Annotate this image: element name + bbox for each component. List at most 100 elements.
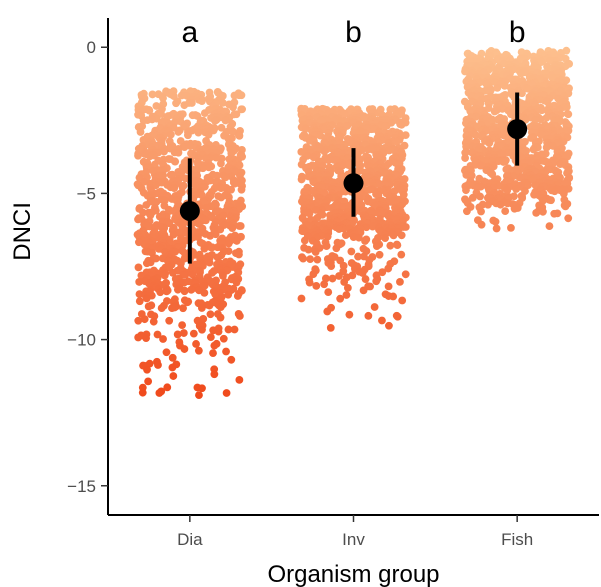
data-point [187, 285, 196, 294]
data-point [138, 388, 147, 397]
data-point [564, 214, 573, 223]
mean-point [179, 200, 200, 221]
data-point [168, 304, 176, 312]
data-point [510, 204, 519, 213]
data-point [368, 222, 377, 231]
data-point [305, 209, 314, 218]
data-point [398, 296, 407, 305]
data-point [219, 334, 228, 343]
data-point [392, 137, 401, 146]
data-point [198, 191, 207, 200]
data-point [237, 105, 246, 114]
data-point [206, 310, 215, 319]
data-point [399, 190, 408, 199]
data-point [230, 325, 239, 334]
data-point [381, 122, 390, 131]
data-point [200, 244, 209, 253]
data-point [476, 192, 484, 201]
data-point [188, 270, 197, 279]
data-point [375, 250, 384, 259]
data-point [154, 361, 162, 369]
data-point [160, 271, 169, 280]
data-point [162, 348, 171, 357]
data-point [134, 151, 142, 160]
data-point [137, 271, 146, 280]
data-point [347, 247, 356, 256]
data-point [378, 316, 386, 325]
data-point [210, 370, 219, 379]
data-point [202, 203, 211, 212]
y-tick-label: −10 [67, 331, 96, 350]
y-axis-ticks: 0 −5 −10 −15 [67, 38, 108, 496]
data-point [134, 215, 142, 224]
data-point [157, 304, 166, 313]
data-point [397, 120, 406, 129]
data-point [214, 327, 223, 336]
data-point [180, 143, 189, 152]
significance-letter: a [181, 16, 198, 49]
data-point [163, 383, 172, 392]
data-point [198, 164, 207, 173]
data-point [401, 270, 410, 279]
y-tick-label: 0 [87, 38, 96, 57]
data-point [232, 237, 241, 245]
data-point [232, 278, 241, 287]
data-point [461, 154, 470, 162]
data-point [221, 116, 230, 125]
data-point [134, 316, 143, 325]
data-point [529, 145, 538, 154]
data-point [389, 231, 398, 240]
data-point [468, 193, 477, 202]
data-point [155, 389, 164, 397]
data-point [393, 312, 402, 321]
x-tick-label: Dia [177, 530, 203, 549]
data-point [180, 345, 189, 353]
data-point [224, 325, 233, 334]
data-point [198, 97, 206, 106]
data-point [222, 347, 230, 356]
data-point [224, 290, 233, 299]
data-point [148, 90, 157, 99]
data-point [192, 340, 200, 348]
significance-letter: b [509, 16, 526, 49]
data-point [222, 389, 231, 397]
data-point [355, 233, 363, 242]
data-point [235, 312, 244, 320]
data-point [144, 302, 153, 311]
data-point [140, 315, 149, 324]
data-point [564, 110, 573, 119]
data-point [466, 107, 475, 116]
data-point [142, 334, 150, 343]
data-point [340, 110, 349, 118]
data-point [485, 139, 494, 148]
data-point [564, 126, 573, 135]
summary-layer [179, 92, 528, 264]
data-point [397, 250, 406, 259]
data-point [542, 113, 551, 122]
data-point [174, 148, 183, 157]
jitter-points-layer [133, 46, 574, 400]
data-point [477, 220, 486, 229]
data-point [217, 159, 225, 168]
data-point [342, 291, 351, 299]
data-point [517, 69, 525, 78]
data-point [142, 294, 151, 303]
data-point [370, 303, 379, 311]
data-point [180, 287, 189, 296]
data-point [559, 189, 568, 198]
data-point [208, 243, 217, 252]
data-point [341, 231, 350, 239]
data-point [550, 187, 559, 196]
data-point [167, 130, 175, 139]
data-point [165, 316, 174, 325]
data-point [492, 224, 501, 233]
data-point [213, 171, 221, 180]
data-point [372, 242, 381, 250]
data-point [309, 153, 318, 162]
data-point [364, 311, 373, 320]
y-axis-title: DNCI [9, 202, 36, 261]
data-point [401, 223, 410, 231]
data-point [212, 207, 221, 216]
data-point [361, 237, 369, 245]
data-point [304, 245, 313, 254]
